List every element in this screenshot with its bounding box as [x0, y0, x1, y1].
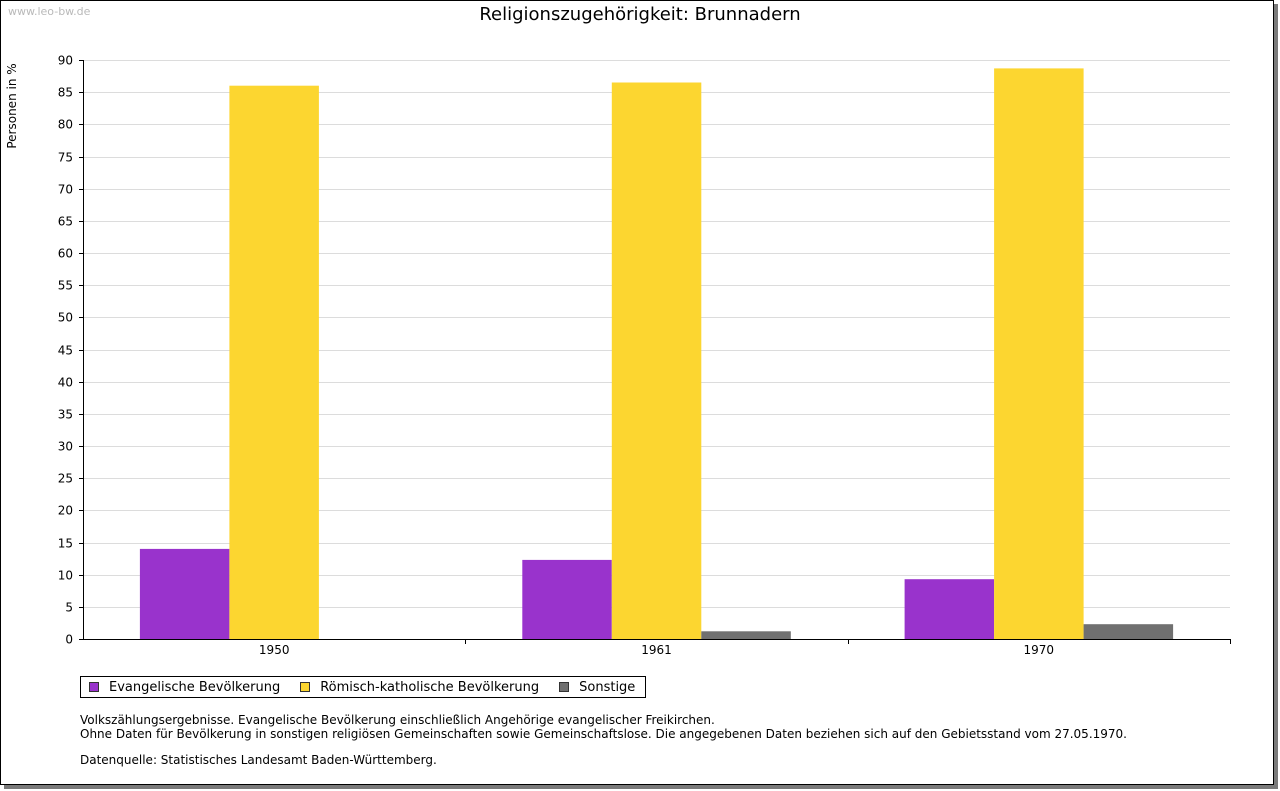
legend-swatch-evangelisch: [89, 682, 99, 692]
legend-label-sonstige: Sonstige: [579, 679, 636, 695]
bar-1970-1: [994, 68, 1084, 639]
y-tick-label-80: 80: [58, 118, 73, 132]
axes: [79, 60, 1231, 644]
legend-label-evangelisch: Evangelische Bevölkerung: [109, 679, 281, 695]
y-tick-label-90: 90: [58, 54, 73, 68]
note-line-2: Ohne Daten für Bevölkerung in sonstigen …: [80, 727, 1127, 741]
bar-1970-2: [1083, 624, 1174, 639]
axis-labels: 0 5 10 15 20 25 30 35 40 45 50 55 60 65 70 75 80 85 90 1950…: [5, 54, 1054, 658]
bars: [139, 68, 1174, 639]
y-tick-label-50: 50: [58, 311, 73, 325]
y-axis-label: Personen in %: [5, 63, 19, 148]
chart-title: Religionszugehörigkeit: Brunnadern: [479, 4, 801, 25]
x-tick-label-1961: 1961: [641, 643, 672, 657]
legend: Evangelische Bevölkerung Römisch-katholi…: [80, 676, 647, 698]
y-tick-label-65: 65: [58, 215, 73, 229]
x-tick-label-1970: 1970: [1024, 643, 1055, 657]
legend-label-katholisch: Römisch-katholische Bevölkerung: [320, 679, 540, 695]
legend-swatch-sonstige: [559, 682, 570, 692]
y-tick-label-75: 75: [58, 151, 73, 165]
bar-1961-1: [611, 82, 702, 639]
watermark: www.leo-bw.de: [8, 5, 91, 18]
y-tick-label-70: 70: [58, 183, 73, 197]
y-tick-label-10: 10: [58, 569, 73, 583]
data-source: Datenquelle: Statistisches Landesamt Bad…: [80, 753, 437, 767]
y-tick-label-85: 85: [58, 86, 73, 100]
note-line-1: Volkszählungsergebnisse. Evangelische Be…: [80, 713, 715, 727]
y-tick-label-30: 30: [58, 440, 73, 454]
y-tick-label-60: 60: [58, 247, 73, 261]
y-tick-label-55: 55: [58, 279, 73, 293]
bar-1950-0: [139, 548, 230, 639]
y-tick-label-15: 15: [58, 537, 73, 551]
chart-notes: Volkszählungsergebnisse. Evangelische Be…: [80, 713, 1127, 767]
bar-1950-1: [229, 85, 319, 639]
bar-1961-2: [701, 631, 791, 639]
bar-1970-0: [904, 579, 995, 639]
legend-swatch-katholisch: [300, 682, 311, 692]
y-tick-label-45: 45: [58, 344, 73, 358]
y-tick-label-35: 35: [58, 408, 73, 422]
y-tick-label-20: 20: [58, 504, 73, 518]
y-tick-label-25: 25: [58, 472, 73, 486]
y-tick-label-5: 5: [65, 601, 73, 615]
x-tick-label-1950: 1950: [259, 643, 290, 657]
bar-1961-0: [522, 559, 612, 639]
legend-item-sonstige: Sonstige: [559, 680, 635, 695]
legend-item-katholisch: Römisch-katholische Bevölkerung: [300, 680, 539, 695]
y-tick-label-40: 40: [58, 376, 73, 390]
legend-item-evangelisch: Evangelische Bevölkerung: [89, 680, 280, 695]
y-tick-label-0: 0: [65, 633, 73, 647]
